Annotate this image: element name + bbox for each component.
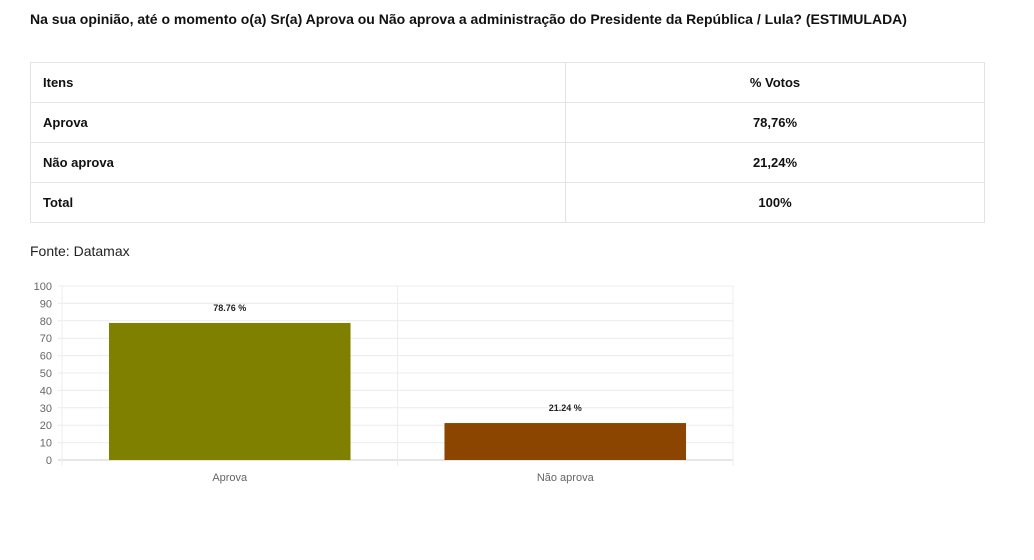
row-label: Total bbox=[30, 182, 566, 223]
y-tick-label: 70 bbox=[40, 333, 52, 345]
bar bbox=[108, 322, 351, 460]
y-tick-label: 90 bbox=[40, 298, 52, 310]
table-header-row: Itens% Votos bbox=[30, 62, 985, 103]
y-tick-label: 60 bbox=[40, 351, 52, 363]
row-value: 21,24% bbox=[565, 142, 985, 183]
row-label: Não aprova bbox=[30, 142, 566, 183]
bar bbox=[444, 423, 687, 460]
row-value: 78,76% bbox=[565, 102, 985, 143]
y-tick-label: 50 bbox=[40, 368, 52, 380]
x-tick-label: Aprova bbox=[212, 472, 248, 484]
x-tick-label: Não aprova bbox=[537, 472, 595, 484]
table-row: Aprova 78,76% bbox=[30, 102, 985, 143]
y-tick-label: 20 bbox=[40, 420, 52, 432]
header-votes: % Votos bbox=[565, 62, 985, 103]
source-note: Fonte: Datamax bbox=[30, 243, 130, 259]
bar-chart: 0 10 20 30 40 50 60 70 80 90 100 78.76 % Aprova 21.24… bbox=[34, 281, 734, 484]
y-tick-label: 100 bbox=[34, 281, 52, 293]
data-label: 21.24 % bbox=[549, 403, 582, 413]
header-items: Itens bbox=[30, 62, 566, 103]
table-row: Não aprova 21,24% bbox=[30, 142, 985, 183]
y-tick-label: 10 bbox=[40, 438, 52, 450]
y-tick-label: 80 bbox=[40, 316, 52, 328]
data-label: 78.76 % bbox=[213, 303, 246, 313]
results-table: Itens% Votos Aprova 78,76% Não aprova 21,2… bbox=[30, 62, 985, 223]
table-row: Total 100% bbox=[30, 182, 985, 223]
question-title: Na sua opinião, até o momento o(a) Sr(a)… bbox=[30, 11, 907, 27]
y-tick-label: 30 bbox=[40, 403, 52, 415]
row-label: Aprova bbox=[30, 102, 566, 143]
y-tick-label: 0 bbox=[46, 455, 52, 467]
row-value: 100% bbox=[565, 182, 985, 223]
y-tick-label: 40 bbox=[40, 385, 52, 397]
